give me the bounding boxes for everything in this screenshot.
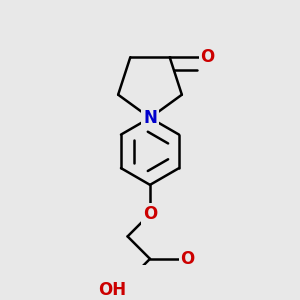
Text: O: O xyxy=(200,48,214,66)
Text: O: O xyxy=(181,250,195,268)
Text: N: N xyxy=(143,109,157,127)
Text: O: O xyxy=(143,205,157,223)
Text: OH: OH xyxy=(98,281,126,299)
